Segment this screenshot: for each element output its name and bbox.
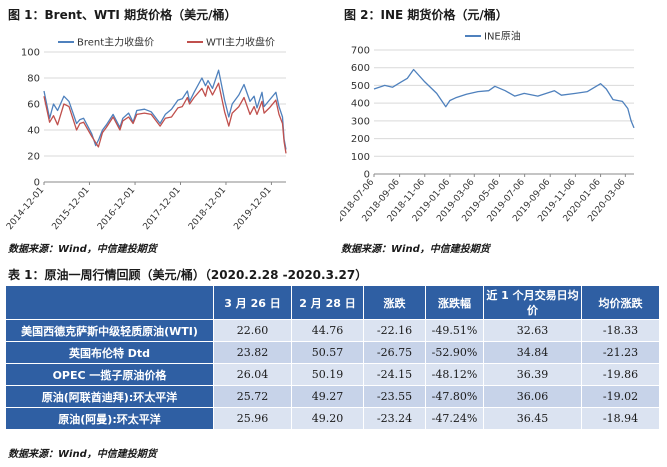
table-header-cell: 涨跌幅 [425,285,484,320]
table-cell: 25.72 [213,385,292,408]
x-tick-label: 2015-12-01 [50,186,91,230]
table-row: 美国西德克萨斯中级轻质原油(WTI) 22.60 44.76 -22.16 -4… [5,319,660,342]
table-cell: -48.12% [425,363,484,386]
table-header-cell: 涨跌 [363,285,426,320]
figure-2-title: 图 2：INE 期货价格（元/桶） [344,8,508,22]
y-tick-label: 400 [351,99,370,110]
table-cell: 23.82 [213,341,292,364]
y-tick-label: 100 [351,152,370,163]
x-tick-label: 2019-12-01 [232,186,273,230]
table-cell: 36.45 [483,407,582,430]
table-row: 原油(阿曼):环太平洋 25.96 49.20 -23.24 -47.24% 3… [5,407,660,430]
table-header-cell: 均价涨跌 [581,285,660,320]
table-cell: -19.86 [581,363,660,386]
table-header-row: 3 月 26 日 2 月 28 日 涨跌 涨跌幅 近 1 个月交易日均价 均价涨… [5,285,660,320]
x-tick-label: 2014-12-01 [6,186,46,230]
crude-weekly-table: 3 月 26 日 2 月 28 日 涨跌 涨跌幅 近 1 个月交易日均价 均价涨… [5,285,660,430]
table-cell: 36.06 [483,385,582,408]
figure-2-source: 数据来源：Wind，中信建投期货 [341,244,490,255]
y-tick-label: 20 [27,152,40,163]
y-tick-label: 300 [351,116,370,127]
y-tick-label: 60 [27,100,40,111]
table-row: 原油(阿联酋迪拜):环太平洋 25.72 49.27 -23.55 -47.80… [5,385,660,408]
table-cell: 49.27 [291,385,364,408]
table-cell: 25.96 [213,407,292,430]
y-tick-label: 40 [27,126,40,137]
table-cell: -47.24% [425,407,484,430]
table-cell: 22.60 [213,319,292,342]
x-tick-label: 2017-12-01 [142,186,183,230]
series-line [43,82,287,154]
table-cell: 36.39 [483,363,582,386]
table-cell: -23.55 [363,385,426,408]
table-row-label: 原油(阿联酋迪拜):环太平洋 [5,385,214,408]
y-tick-label: 700 [351,46,370,57]
table-cell: -49.51% [425,319,484,342]
x-tick-label: 2018-12-01 [187,186,228,230]
ine-chart-panel: 0 100 200 300 400 500 600 700 2018-07-06 2018-09-… [340,24,640,230]
table-header-cell [5,285,214,320]
brent-wti-chart: 0 20 40 60 80 100 2014-12-01 2015-12-01 2016-12-… [6,36,287,230]
y-tick-label: 80 [27,74,40,85]
figure-1-source: 数据来源：Wind，中信建投期货 [8,244,157,255]
table-row: 英国布伦特 Dtd 23.82 50.57 -26.75 -52.90% 34.… [5,341,660,364]
table-header-cell: 2 月 28 日 [291,285,364,320]
table-cell: 50.57 [291,341,364,364]
table-row-label: 原油(阿曼):环太平洋 [5,407,214,430]
table-cell: -24.15 [363,363,426,386]
table-cell: 34.84 [483,341,582,364]
table-cell: 50.19 [291,363,364,386]
table-row-label: 英国布伦特 Dtd [5,341,214,364]
table-row: OPEC 一揽子原油价格 26.04 50.19 -24.15 -48.12% … [5,363,660,386]
figure-1-title: 图 1：Brent、WTI 期货价格（美元/桶） [8,8,237,22]
legend-label: INE原油 [484,30,521,43]
table-cell: -19.02 [581,385,660,408]
y-tick-label: 0 [364,170,370,181]
series-line [43,69,287,150]
table-cell: 32.63 [483,319,582,342]
table-header-cell: 近 1 个月交易日均价 [483,285,582,320]
x-tick-label: 2016-12-01 [96,186,137,230]
legend-label: WTI主力收盘价 [206,36,275,49]
table-title: 表 1：原油一周行情回顾（美元/桶）（2020.2.28 -2020.3.27） [8,268,368,282]
table-row-label: OPEC 一揽子原油价格 [5,363,214,386]
y-tick-label: 0 [34,178,40,189]
ine-chart: 01002003004005006007002018-07-062018-09-… [340,30,635,224]
table-cell: -23.24 [363,407,426,430]
y-tick-label: 100 [21,48,40,59]
table-cell: -26.75 [363,341,426,364]
table-cell: 49.20 [291,407,364,430]
legend-label: Brent主力收盘价 [77,36,154,49]
table-cell: 26.04 [213,363,292,386]
table-cell: -18.94 [581,407,660,430]
table-header-cell: 3 月 26 日 [213,285,292,320]
table-cell: -47.80% [425,385,484,408]
table-source: 数据来源：Wind，中信建投期货 [8,449,157,460]
table-cell: -52.90% [425,341,484,364]
table-cell: -21.23 [581,341,660,364]
table-cell: 44.76 [291,319,364,342]
table-cell: -18.33 [581,319,660,342]
brent-wti-chart-panel: 0 20 40 60 80 100 2014-12-01 2015-12-01 2016-12-… [6,24,292,230]
table-cell: -22.16 [363,319,426,342]
y-tick-label: 200 [351,134,370,145]
table-row-label: 美国西德克萨斯中级轻质原油(WTI) [5,319,214,342]
y-tick-label: 600 [351,63,370,74]
y-tick-label: 500 [351,81,370,92]
series-line [373,68,635,129]
